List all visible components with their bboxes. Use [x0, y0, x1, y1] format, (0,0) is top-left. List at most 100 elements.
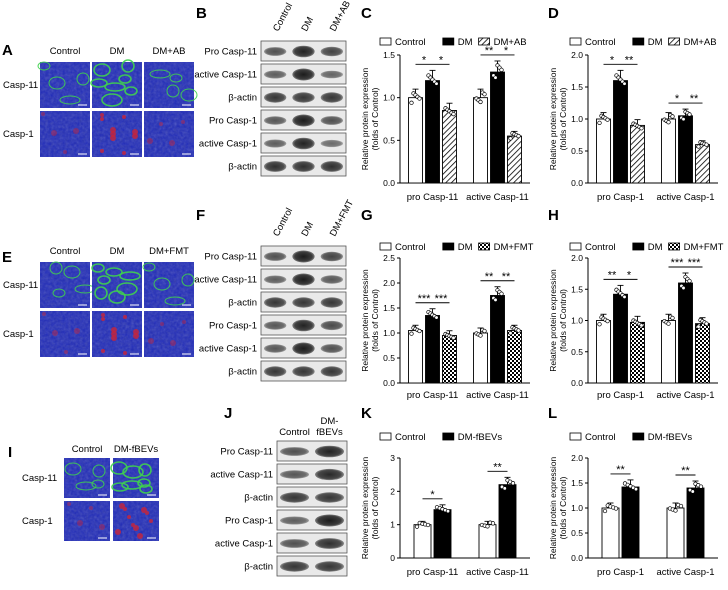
blot-band	[264, 344, 287, 353]
data-point	[687, 112, 692, 117]
data-point	[451, 335, 456, 341]
significance-stars: **	[690, 93, 699, 105]
data-point	[417, 96, 422, 101]
bar	[490, 295, 505, 384]
micrograph-image	[144, 111, 194, 157]
chart-C: Control DM DM+AB 0.0 0.5 1.0 1.5 Relative prote…	[360, 37, 530, 203]
blot-strip	[260, 132, 347, 154]
significance-stars: **	[681, 465, 690, 477]
panel-letter-H: H	[548, 207, 559, 224]
micro-col-label: DM-fBEVs	[114, 444, 159, 455]
significance-stars: **	[625, 54, 634, 66]
microscopy-panels: Control DM DM+AB Casp-11 Casp-1 Control DM DM+F…	[3, 46, 198, 541]
blot-strip	[260, 40, 347, 62]
legend-label: Control	[395, 242, 426, 253]
x-category-label: active Casp-11	[466, 390, 529, 401]
blot-lane-label: Control	[279, 427, 310, 438]
y-tick-label: 2.0	[571, 253, 583, 263]
blot-band	[264, 321, 287, 330]
blot-band	[315, 445, 344, 458]
y-tick-label: 1.0	[383, 328, 395, 338]
data-point	[597, 120, 602, 125]
bar	[433, 509, 452, 559]
blot-band	[280, 447, 309, 456]
blot-row-label: Pro Casp-11	[204, 252, 257, 263]
micrograph-image	[90, 59, 142, 108]
blot-strip	[276, 486, 348, 508]
blot-row-label: active Casp-11	[210, 470, 273, 481]
blot-band	[264, 116, 287, 125]
micrograph-image	[37, 61, 90, 108]
chart-L: Control DM-fBEVs 0.0 0.5 1.0 1.5 2.0 Relative p…	[548, 432, 718, 578]
bar	[678, 282, 693, 384]
bar	[661, 118, 676, 184]
x-category-label: pro Casp-11	[407, 567, 459, 578]
data-point	[478, 99, 483, 105]
blot-strip	[276, 509, 348, 531]
blot-band	[292, 366, 315, 377]
micro-row-label: Casp-1	[22, 516, 53, 527]
blot-row-label: active Casp-1	[199, 139, 257, 150]
blot-strip	[260, 291, 347, 313]
bar	[613, 80, 628, 184]
panel-letter-A: A	[2, 42, 13, 59]
bar	[425, 80, 440, 184]
blot-row-label: active Casp-1	[215, 539, 273, 550]
blot-band	[292, 273, 315, 286]
bar	[473, 97, 488, 184]
significance-stars: **	[608, 269, 617, 281]
y-tick-label: 1.5	[383, 50, 395, 60]
bar	[478, 524, 497, 559]
data-point	[597, 322, 602, 327]
micro-col-label: DM	[110, 46, 125, 57]
blot-band	[292, 45, 315, 58]
micrograph-image	[144, 62, 198, 108]
data-point	[482, 328, 487, 334]
blot-row-label: Pro Casp-1	[209, 116, 257, 127]
significance-stars: *	[675, 93, 680, 105]
y-tick-label: 2	[390, 486, 395, 496]
blot-band	[280, 470, 309, 479]
data-point	[499, 67, 504, 72]
panel-letter-J: J	[224, 405, 232, 422]
blot-band	[320, 297, 344, 308]
blot-band	[315, 492, 344, 503]
blot-band	[280, 492, 309, 503]
y-tick-label: 0.5	[571, 347, 583, 357]
legend-label: DM-fBEVs	[648, 432, 693, 443]
y-axis-label: (folds of Control)	[558, 476, 568, 539]
blot-band	[264, 252, 287, 261]
y-axis-label: Relative protein expression	[548, 269, 558, 372]
blot-band	[280, 561, 309, 572]
data-point	[490, 521, 496, 526]
data-point	[690, 489, 695, 494]
y-axis-label: (folds of Control)	[558, 289, 568, 352]
y-tick-label: 1.0	[571, 316, 583, 326]
micrograph-image	[142, 262, 195, 308]
blot-band	[264, 47, 287, 56]
y-tick-label: 2.0	[383, 278, 395, 288]
micro-col-label: Control	[72, 444, 103, 455]
bar	[686, 487, 705, 559]
blot-strip	[276, 463, 348, 485]
legend-label: Control	[585, 37, 616, 48]
y-axis-label: (folds of Control)	[370, 289, 380, 352]
y-tick-label: 0.5	[571, 146, 583, 156]
bar	[621, 486, 640, 559]
blot-lane-label: Control	[271, 1, 295, 33]
micro-row-label: Casp-11	[22, 473, 57, 484]
y-tick-label: 1.0	[571, 114, 583, 124]
significance-stars: **	[485, 271, 494, 283]
micrograph-image	[40, 311, 90, 357]
blot-band	[264, 70, 287, 79]
data-point	[605, 318, 610, 324]
blot-band	[292, 68, 315, 81]
bar	[473, 332, 488, 384]
blot-band	[320, 46, 344, 57]
x-category-label: active Casp-11	[466, 567, 529, 578]
blot-band	[320, 70, 344, 79]
micro-col-label: DM	[110, 246, 125, 257]
legend-swatch	[632, 242, 645, 251]
legend-label: DM	[458, 37, 473, 48]
